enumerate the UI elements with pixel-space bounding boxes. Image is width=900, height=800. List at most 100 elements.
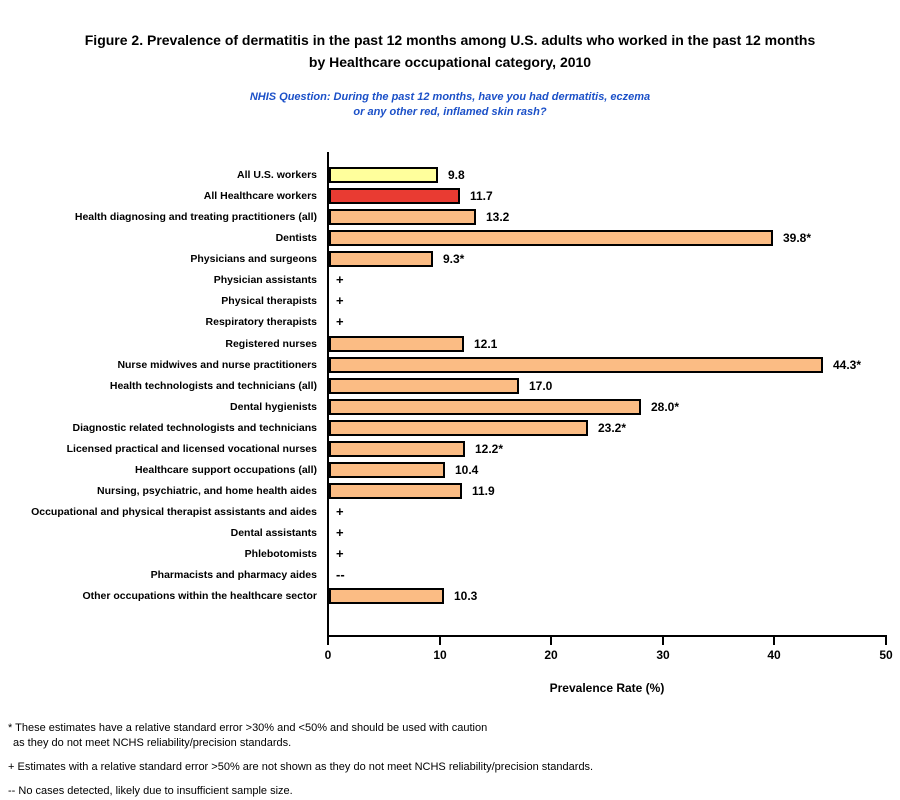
chart-row: Other occupations within the healthcare … xyxy=(0,585,900,607)
bar xyxy=(329,378,519,394)
value-label: 12.1 xyxy=(474,337,498,351)
chart-row: All Healthcare workers 11.7 xyxy=(0,185,900,207)
value-label: 9.8 xyxy=(448,168,465,182)
value-label: 39.8* xyxy=(783,231,812,245)
chart-row: Licensed practical and licensed vocation… xyxy=(0,438,900,460)
bar xyxy=(329,399,641,415)
chart-row: Dental assistants + xyxy=(0,522,900,544)
chart-row: Health technologists and technicians (al… xyxy=(0,375,900,397)
bar xyxy=(329,420,588,436)
x-axis-tick-label: 50 xyxy=(879,648,893,662)
x-axis-tick-label: 40 xyxy=(767,648,781,662)
value-label: 23.2* xyxy=(598,421,627,435)
value-label: 11.7 xyxy=(470,189,493,203)
bar xyxy=(329,188,460,204)
category-label: Diagnostic related technologists and tec… xyxy=(72,422,317,434)
x-axis-tick xyxy=(439,637,441,645)
figure-title: Figure 2. Prevalence of dermatitis in th… xyxy=(0,29,900,73)
chart-row: Occupational and physical therapist assi… xyxy=(0,501,900,523)
chart-row: Diagnostic related technologists and tec… xyxy=(0,417,900,439)
category-label: All Healthcare workers xyxy=(203,190,317,202)
chart-row: Pharmacists and pharmacy aides -- xyxy=(0,564,900,586)
chart-row: Respiratory therapists + xyxy=(0,311,900,333)
chart-row: Physicians and surgeons 9.3* xyxy=(0,248,900,270)
x-axis-tick-label: 10 xyxy=(433,648,447,662)
category-label: Respiratory therapists xyxy=(205,316,317,328)
suppressed-value-symbol: + xyxy=(336,504,344,519)
category-label: Occupational and physical therapist assi… xyxy=(31,506,317,518)
footnote-dash: -- No cases detected, likely due to insu… xyxy=(8,785,293,797)
value-label: 10.3 xyxy=(454,589,478,603)
chart-row: Phlebotomists + xyxy=(0,543,900,565)
category-label: Licensed practical and licensed vocation… xyxy=(66,443,317,455)
value-label: 28.0* xyxy=(651,400,680,414)
category-label: Phlebotomists xyxy=(244,548,317,560)
category-label: Physical therapists xyxy=(221,295,317,307)
x-axis-tick xyxy=(773,637,775,645)
footnote-star-line1: * These estimates have a relative standa… xyxy=(8,722,488,734)
bar xyxy=(329,230,773,246)
value-label: 44.3* xyxy=(833,358,862,372)
x-axis-tick-label: 30 xyxy=(656,648,670,662)
bar xyxy=(329,167,438,183)
figure-title-line1: Figure 2. Prevalence of dermatitis in th… xyxy=(84,32,816,48)
category-label: Pharmacists and pharmacy aides xyxy=(150,569,317,581)
value-label: 11.9 xyxy=(472,484,495,498)
x-axis-line xyxy=(327,635,887,637)
category-label: Other occupations within the healthcare … xyxy=(82,590,317,602)
bar xyxy=(329,336,464,352)
nhis-question-subtitle: NHIS Question: During the past 12 months… xyxy=(0,90,900,120)
nhis-question-line2: or any other red, inflamed skin rash? xyxy=(353,106,547,118)
chart-row: Registered nurses 12.1 xyxy=(0,333,900,355)
category-label: Dental assistants xyxy=(230,527,317,539)
category-label: Healthcare support occupations (all) xyxy=(134,464,317,476)
chart-row: Dentists 39.8* xyxy=(0,227,900,249)
x-axis-title: Prevalence Rate (%) xyxy=(549,681,665,695)
bar xyxy=(329,483,462,499)
suppressed-value-symbol: + xyxy=(336,546,344,561)
category-label: Nursing, psychiatric, and home health ai… xyxy=(97,485,317,497)
category-label: Health diagnosing and treating practitio… xyxy=(74,211,317,223)
category-label: Dentists xyxy=(275,232,317,244)
value-label: 9.3* xyxy=(443,252,465,266)
x-axis-tick xyxy=(885,637,887,645)
chart-row: Nursing, psychiatric, and home health ai… xyxy=(0,480,900,502)
chart-row: Physical therapists + xyxy=(0,290,900,312)
value-label: 10.4 xyxy=(455,463,479,477)
category-label: Registered nurses xyxy=(225,338,317,350)
category-label: Physician assistants xyxy=(213,274,317,286)
footnotes: * These estimates have a relative standa… xyxy=(8,721,892,799)
footnote-star-line2: as they do not meet NCHS reliability/pre… xyxy=(13,737,292,749)
chart-row: Nurse midwives and nurse practitioners 44… xyxy=(0,354,900,376)
x-axis-tick xyxy=(662,637,664,645)
bar xyxy=(329,251,433,267)
category-label: Dental hygienists xyxy=(230,401,317,413)
chart-row: All U.S. workers 9.8 xyxy=(0,164,900,186)
y-axis-line xyxy=(327,152,329,637)
suppressed-value-symbol: -- xyxy=(336,567,345,582)
chart-row: Health diagnosing and treating practitio… xyxy=(0,206,900,228)
category-label: All U.S. workers xyxy=(237,169,317,181)
chart-row: Physician assistants + xyxy=(0,269,900,291)
bar xyxy=(329,441,465,457)
suppressed-value-symbol: + xyxy=(336,272,344,287)
suppressed-value-symbol: + xyxy=(336,525,344,540)
value-label: 17.0 xyxy=(529,379,553,393)
x-axis-tick xyxy=(327,637,329,645)
suppressed-value-symbol: + xyxy=(336,314,344,329)
category-label: Nurse midwives and nurse practitioners xyxy=(117,359,317,371)
x-axis-tick-label: 20 xyxy=(544,648,558,662)
nhis-question-line1: NHIS Question: During the past 12 months… xyxy=(249,91,651,103)
category-label: Health technologists and technicians (al… xyxy=(109,380,317,392)
bar xyxy=(329,462,445,478)
value-label: 12.2* xyxy=(475,442,504,456)
bar xyxy=(329,209,476,225)
figure-title-line2: by Healthcare occupational category, 201… xyxy=(308,54,592,70)
chart-row: Healthcare support occupations (all) 10.4 xyxy=(0,459,900,481)
bar xyxy=(329,357,823,373)
chart-row: Dental hygienists 28.0* xyxy=(0,396,900,418)
x-axis-tick-label: 0 xyxy=(324,648,332,662)
footnote-plus: + Estimates with a relative standard err… xyxy=(8,761,594,773)
